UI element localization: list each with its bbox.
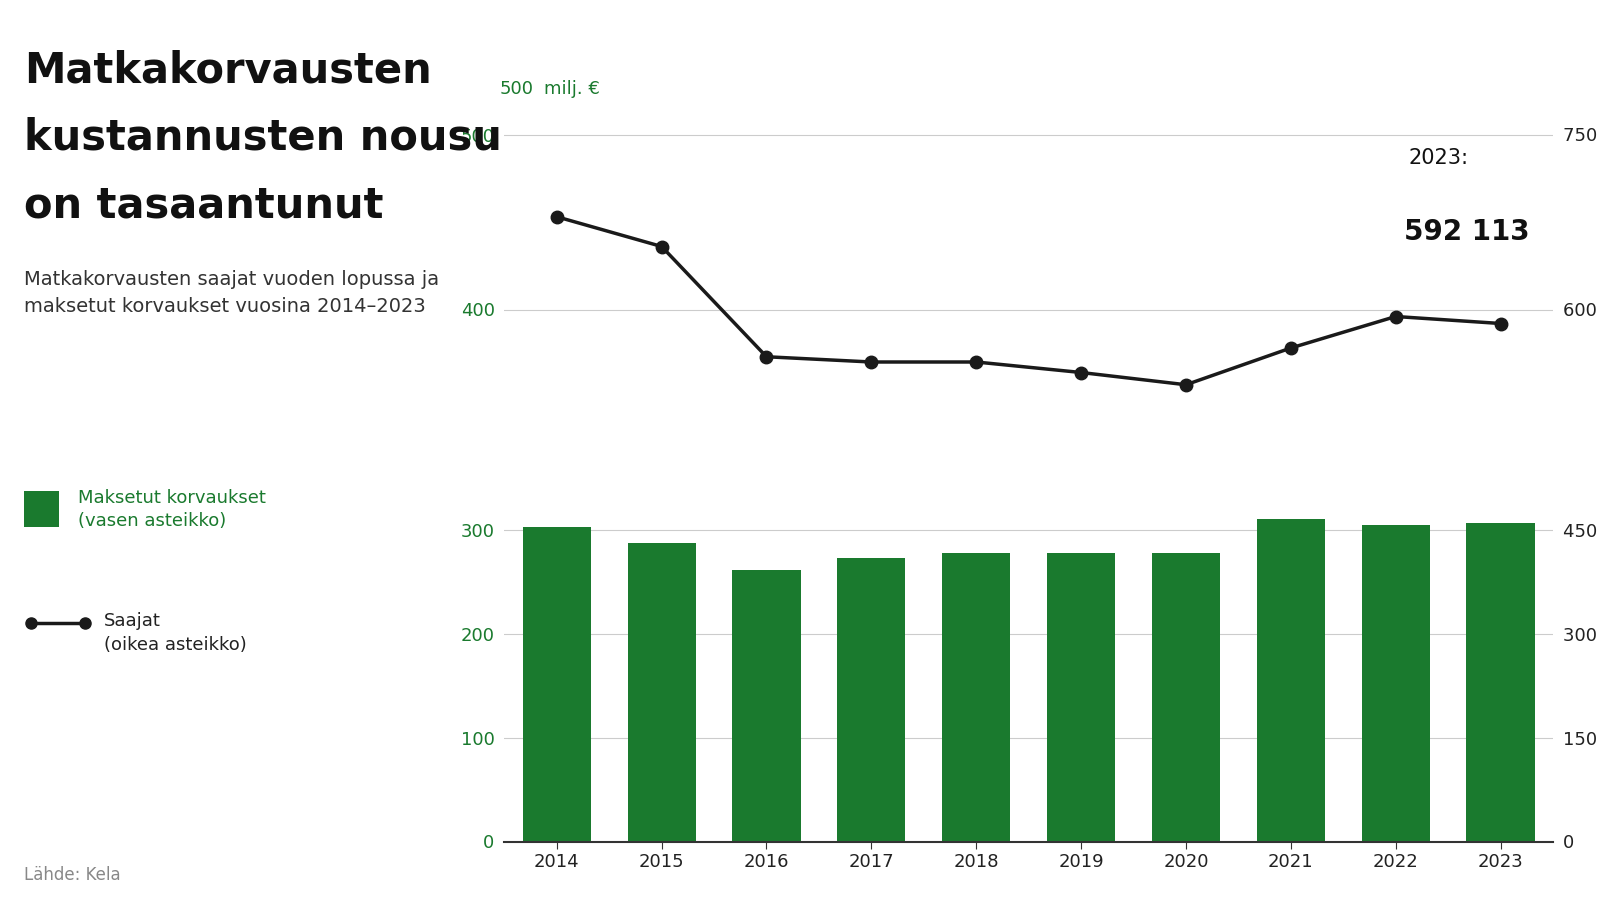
Bar: [837, 558, 906, 842]
Text: milj. €: milj. €: [544, 80, 600, 98]
Bar: [941, 554, 1010, 842]
Bar: [628, 543, 696, 842]
Text: 500: 500: [500, 80, 533, 98]
Bar: [732, 570, 800, 842]
Bar: [1361, 525, 1430, 842]
Bar: [1151, 554, 1220, 842]
Text: Matkakorvausten saajat vuoden lopussa ja
maksetut korvaukset vuosina 2014–2023: Matkakorvausten saajat vuoden lopussa ja…: [24, 270, 439, 316]
Bar: [1257, 518, 1326, 842]
Text: Maksetut korvaukset
(vasen asteikko): Maksetut korvaukset (vasen asteikko): [78, 489, 266, 530]
Bar: [522, 527, 591, 842]
Bar: [1467, 523, 1535, 842]
Text: 2023:: 2023:: [1409, 148, 1468, 168]
Text: on tasaantunut: on tasaantunut: [24, 184, 384, 227]
Text: 592 113: 592 113: [1404, 218, 1529, 246]
Bar: [1047, 554, 1116, 842]
Text: Saajat
(oikea asteikko): Saajat (oikea asteikko): [104, 612, 247, 653]
Text: kustannusten nousu: kustannusten nousu: [24, 117, 501, 159]
Text: Matkakorvausten: Matkakorvausten: [24, 50, 432, 92]
Text: Lähde: Kela: Lähde: Kela: [24, 866, 120, 884]
